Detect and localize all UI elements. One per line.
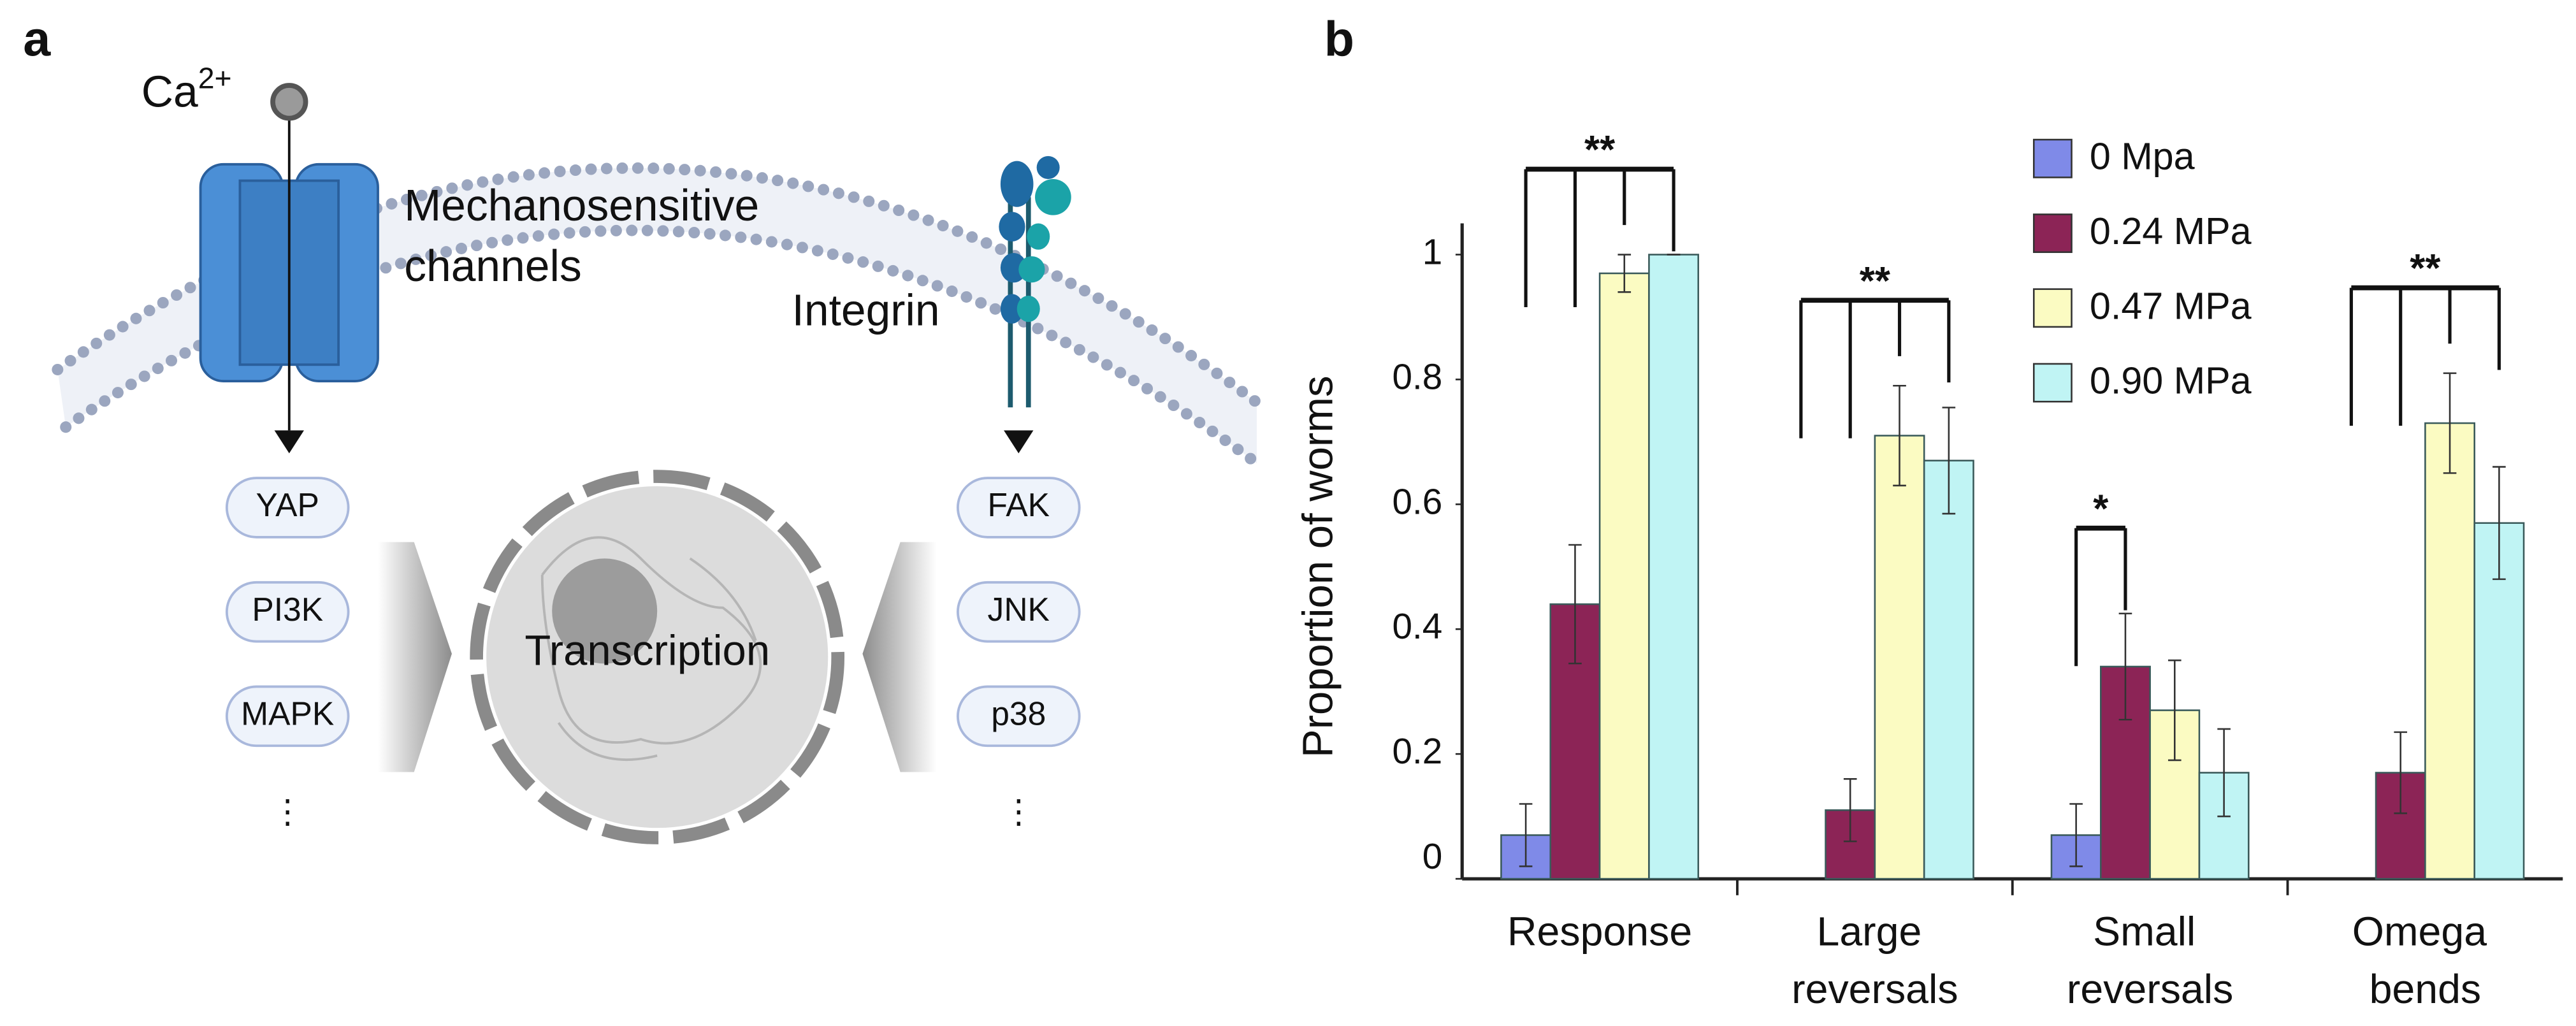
y-tick-label: 0.6 [1392,482,1442,522]
significance: * [2093,487,2109,531]
x-tick-label: Omega bends [2352,909,2498,1012]
legend-label: 0.90 MPa [2090,359,2252,402]
integrin-label: Integrin [792,285,940,335]
ion-label: Ca2+ [141,62,232,117]
y-tick-label: 0.8 [1392,357,1442,397]
bar [1598,272,1650,880]
panel-b: b Proportion of worms 0 0.2 0.4 0.6 0.8 1 Resp… [1294,11,2563,1012]
significance: ** [1584,128,1616,172]
pathway-label: MAPK [241,695,334,732]
x-tick-label: Small reversals [2067,909,2233,1012]
significance: ** [1860,259,1891,303]
bar [1923,459,1974,880]
legend-label: 0.47 MPa [2090,284,2252,327]
channel-label: Mechanosensitive [404,180,759,230]
legend-label: 0 Mpa [2090,135,2195,178]
bar [1648,254,1700,880]
y-tick-label: 1 [1422,233,1443,273]
panel-label: b [1324,11,1354,66]
legend-label: 0.24 MPa [2090,210,2252,252]
pathway-label: p38 [991,695,1046,732]
significance: ** [2410,247,2441,291]
pathway-pill [225,477,350,538]
integrin [999,155,1071,454]
pathway-pill [225,685,350,748]
chromatin [540,536,762,761]
legend-swatch [2032,213,2073,253]
pathway-pill [956,477,1081,538]
pathway-pill [225,581,350,643]
arrow [862,542,937,772]
legend-swatch [2032,288,2073,328]
pathway-label: ⋮ [271,793,304,830]
y-axis-label: Proportion of worms [1294,376,1342,758]
ion-symbol: Ca [141,67,198,117]
pathway-pill [956,685,1081,748]
membrane-inner [60,224,1263,469]
pathway-label: FAK [988,486,1050,523]
channel [199,83,379,454]
x-tick-label: Response [1507,909,1692,955]
pathway-label: PI3K [252,591,323,628]
arrow [377,542,452,772]
y-tick-label: 0.2 [1392,732,1442,772]
pathway-label: JNK [988,591,1050,628]
membrane-outer [52,162,1263,408]
y-tick-label: 0.4 [1392,607,1442,647]
bar [2473,522,2525,880]
panel-label: a [23,11,51,66]
channel-label: channels [404,241,582,291]
legend-swatch [2032,138,2073,178]
ion-charge: 2+ [198,62,232,95]
nuclear-envelope [470,470,845,844]
bar [1874,435,1925,880]
nucleus-label: Transcription [525,627,770,675]
pathway-label: YAP [256,486,319,523]
pathway-label: ⋮ [1002,793,1035,830]
y-tick-label: 0 [1422,837,1443,877]
nucleolus [552,558,658,664]
pathway-pill [956,581,1081,643]
legend-swatch [2032,363,2073,403]
x-tick-label: Large reversals [1791,909,1958,1012]
panel-a: a Ca2+ Mechanosensitive channels [23,11,1263,844]
bar [2424,422,2475,880]
